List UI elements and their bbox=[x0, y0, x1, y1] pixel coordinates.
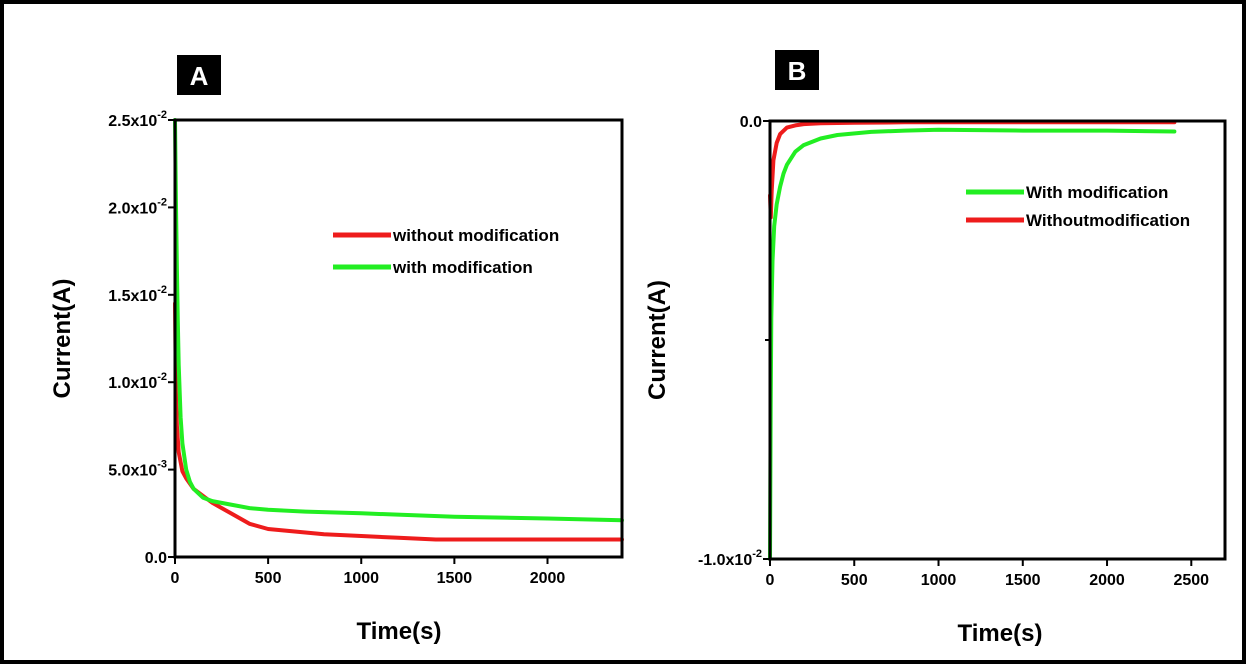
panel-b-xtick-label: 2500 bbox=[1173, 572, 1209, 589]
panel-a-xtick-label: 1000 bbox=[343, 570, 379, 587]
panel-a-xtick-label: 0 bbox=[171, 570, 180, 587]
panel-a-legend-label-1: without modification bbox=[392, 226, 559, 245]
panel-b-ytick-label: -1.0x10-2 bbox=[698, 548, 762, 569]
panel-b-legend-label-2: Withoutmodification bbox=[1026, 211, 1190, 230]
panel-a-label: A bbox=[190, 61, 209, 91]
panel-a-plot-area bbox=[173, 118, 624, 559]
panel-b-legend-label-1: With modification bbox=[1026, 183, 1168, 202]
panel-a-series-1-line bbox=[173, 301, 624, 542]
panel-a-ytick-label: 0.0 bbox=[145, 550, 167, 567]
panel-b-xtick-label: 0 bbox=[766, 572, 775, 589]
panel-b-xtick-label: 1500 bbox=[1005, 572, 1041, 589]
panel-a-xtick-label: 500 bbox=[255, 570, 282, 587]
panel-a-ytick-label: 2.0x10-2 bbox=[108, 196, 167, 217]
panel-b-ytick-label: 0.0 bbox=[740, 114, 762, 131]
panel-b-xtick-label: 500 bbox=[841, 572, 868, 589]
panel-a-ytick-label: 1.0x10-2 bbox=[108, 371, 167, 392]
panel-a-ytick-label: 2.5x10-2 bbox=[108, 109, 167, 130]
panel-b-xtick-label: 2000 bbox=[1089, 572, 1125, 589]
panel-b-y-axis-label: Current(A) bbox=[644, 280, 671, 400]
panel-a-xtick-label: 2000 bbox=[530, 570, 566, 587]
panel-b-label: B bbox=[788, 56, 807, 86]
panel-a-ytick-label: 1.5x10-2 bbox=[108, 284, 167, 305]
panel-a-ytick-label: 5.0x10-3 bbox=[108, 459, 167, 480]
panel-a-series-2-line bbox=[173, 118, 624, 523]
panel-b-label-box bbox=[775, 50, 819, 90]
panel-a-y-axis-label: Current(A) bbox=[49, 279, 76, 399]
panel-b-xtick-label: 1000 bbox=[921, 572, 957, 589]
panel-a-label-box bbox=[177, 55, 221, 95]
panel-a-x-axis-label: Time(s) bbox=[357, 618, 442, 645]
panel-b-x-axis-label: Time(s) bbox=[958, 620, 1043, 647]
panel-a-legend-label-2: with modification bbox=[392, 258, 533, 277]
panel-a-xtick-label: 1500 bbox=[437, 570, 473, 587]
